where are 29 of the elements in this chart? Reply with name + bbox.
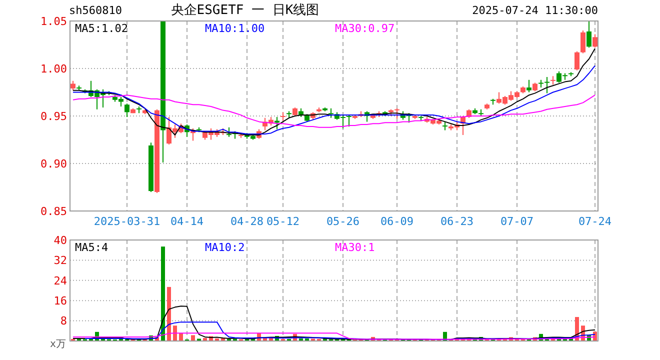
y-tick-label: 16 — [54, 294, 67, 308]
text: MA30:1 — [335, 241, 375, 254]
y-tick-label: 1.00 — [40, 62, 67, 76]
x-tick-label: 04-14 — [170, 215, 204, 228]
text: MA30:0.97 — [335, 22, 395, 35]
chart-title: 央企ESGETF 一 日K线图 — [170, 3, 320, 18]
x-tick-label: 07-24 — [578, 215, 612, 228]
text: MA5:1.02 — [75, 22, 128, 35]
y-tick-label: 24 — [54, 274, 68, 288]
y-tick-label: 0.95 — [40, 110, 67, 123]
x-tick-label: 05-12 — [266, 215, 300, 228]
x-tick-label: 07-07 — [500, 215, 534, 228]
x-tick-label: 06-09 — [380, 215, 414, 228]
x-tick-label: 05-26 — [326, 215, 360, 228]
text: MA10:1.00 — [205, 22, 265, 35]
y-tick-label: 8 — [60, 314, 67, 328]
y-tick-label: 0.90 — [40, 157, 67, 170]
x-tick-label: 04-28 — [230, 215, 264, 228]
text: sh560810 — [69, 4, 122, 17]
text: MA5:4 — [75, 241, 108, 254]
y-tick-label: 40 — [54, 234, 67, 247]
y-axis-title: x万 — [50, 339, 66, 350]
text: 2025-07-24 11:30:00 — [472, 4, 598, 17]
y-tick-label: 1.05 — [40, 14, 67, 28]
x-tick-label: 06-23 — [440, 215, 474, 228]
y-tick-label: 32 — [54, 254, 67, 268]
x-tick-label: 2025-03-31 — [94, 215, 160, 228]
y-tick-label: 0.85 — [40, 204, 67, 218]
text: MA10:2 — [205, 241, 245, 254]
